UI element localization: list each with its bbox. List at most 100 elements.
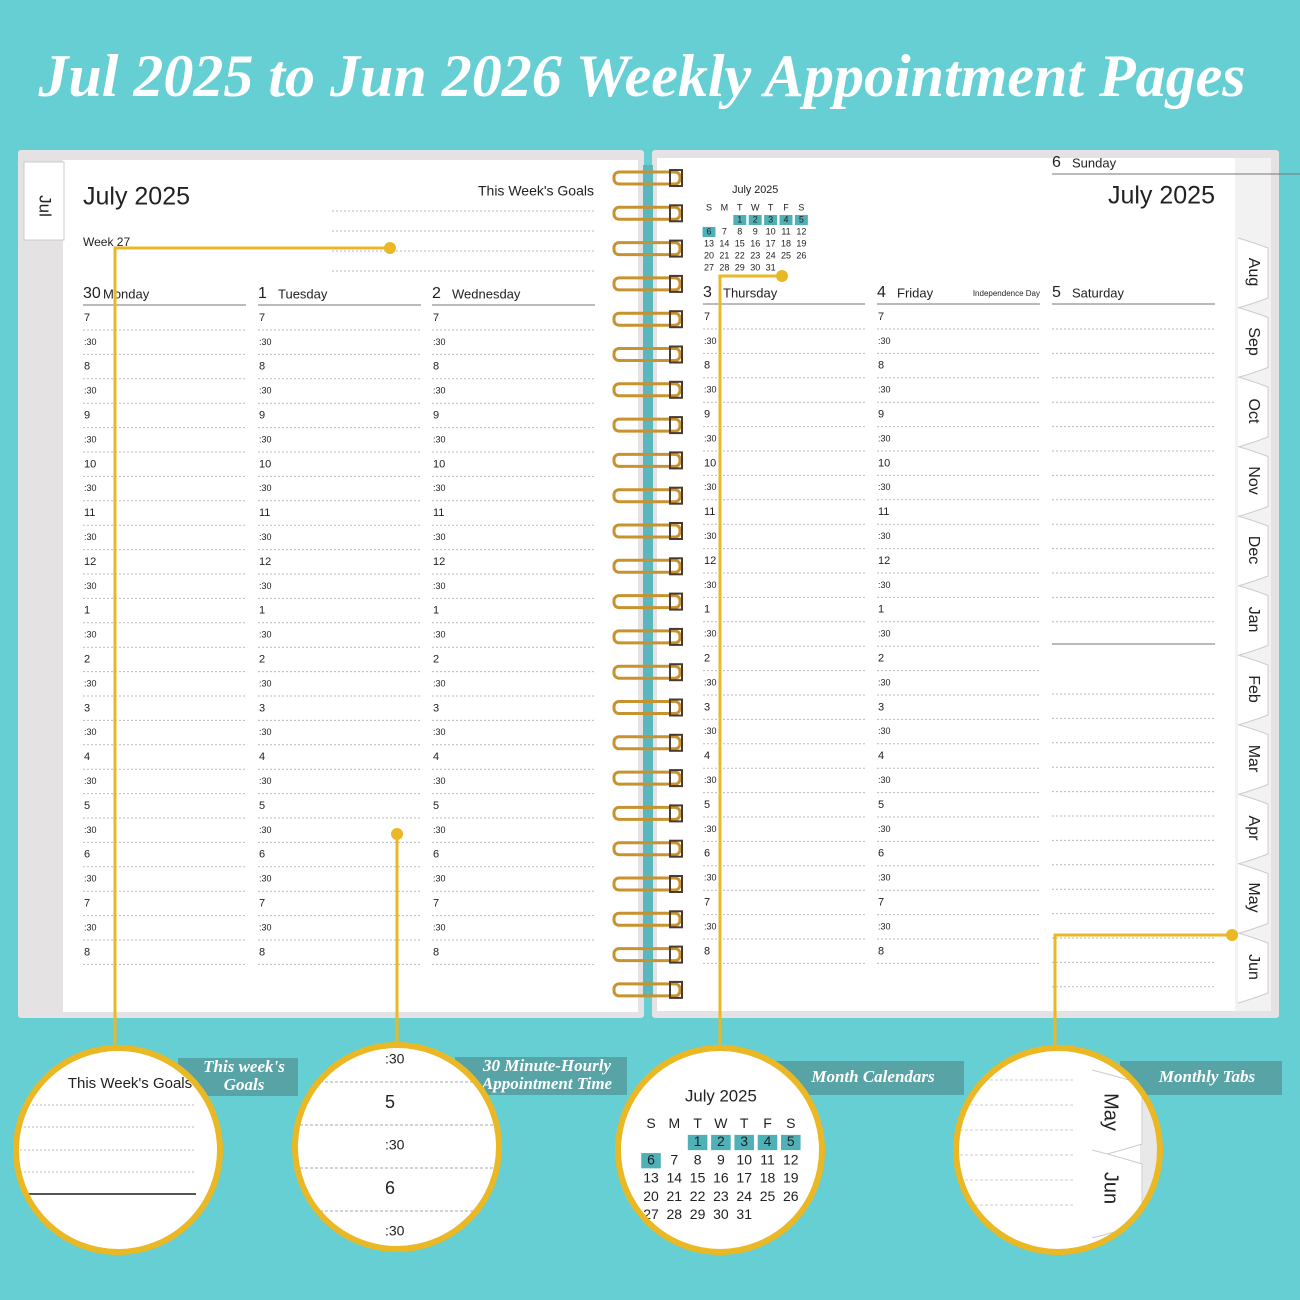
label: :30: [259, 678, 272, 688]
label: Jun: [1245, 954, 1262, 980]
label: 10: [84, 458, 96, 470]
label: 2: [433, 654, 439, 666]
spiral-ring: [612, 382, 682, 398]
leader-dot: [391, 828, 403, 840]
label: 8: [878, 945, 884, 957]
label: 20: [704, 250, 714, 260]
highlight: [641, 1153, 661, 1169]
label: :30: [259, 776, 272, 786]
spiral-ring: [612, 841, 682, 857]
label: 3: [768, 214, 773, 224]
label: :30: [385, 1051, 405, 1067]
spiral-ring: [612, 452, 682, 468]
zoom-content: This Week's Goals: [20, 1075, 196, 1195]
label: :30: [704, 336, 717, 346]
label: :30: [878, 482, 891, 492]
label: 31: [766, 262, 776, 272]
label: :30: [433, 630, 446, 640]
label: 8: [737, 226, 742, 236]
spine: [643, 165, 653, 995]
label: :30: [84, 581, 97, 591]
label: :30: [84, 532, 97, 542]
label: 12: [433, 556, 445, 568]
label: :30: [704, 531, 717, 541]
label: 4: [84, 751, 90, 763]
callout-box: [1120, 1061, 1282, 1095]
label: 30: [713, 1206, 729, 1222]
label: 8: [704, 945, 710, 957]
label: :30: [878, 580, 891, 590]
label: 8: [878, 360, 884, 372]
label: W: [714, 1115, 728, 1131]
label: 4: [783, 214, 788, 224]
label: 8: [84, 946, 90, 958]
label: 30: [83, 285, 101, 302]
label: :30: [259, 337, 272, 347]
spiral-clip: [669, 627, 683, 646]
label: 9: [433, 410, 439, 422]
label: Sep: [1245, 327, 1262, 356]
label: Oct: [1245, 399, 1262, 424]
label: 7: [433, 898, 439, 910]
label: :30: [385, 1137, 405, 1153]
label: :30: [704, 580, 717, 590]
label: :30: [433, 337, 446, 347]
spiral-clip: [669, 345, 683, 364]
label: 12: [704, 555, 716, 567]
label: T: [768, 202, 774, 212]
highlight: [734, 1134, 754, 1151]
label: T: [740, 1115, 749, 1131]
label: 8: [433, 946, 439, 958]
label: 2: [432, 285, 441, 302]
spiral-ring: [612, 417, 682, 433]
label: 29: [690, 1206, 706, 1222]
label: 5: [259, 800, 265, 812]
month-tab: [1237, 515, 1269, 587]
label: 28: [667, 1206, 683, 1222]
label: :30: [704, 921, 717, 931]
label: Aug: [1245, 258, 1262, 286]
leader-dot: [776, 270, 788, 282]
label: Monday: [103, 286, 150, 301]
label: 12: [796, 226, 806, 236]
label: :30: [878, 726, 891, 736]
label: 1: [259, 605, 265, 617]
spiral-clip: [669, 980, 683, 999]
spiral-ring: [612, 523, 682, 539]
label: Dec: [1245, 536, 1262, 564]
label: Apr: [1245, 816, 1262, 842]
label: This Week's Goals: [478, 183, 594, 199]
label: :30: [433, 776, 446, 786]
label: 1: [694, 1133, 702, 1149]
label: 28: [719, 262, 729, 272]
month-tab: [1237, 863, 1269, 934]
headline: Jul 2025 to Jun 2026 Weekly Appointment …: [37, 43, 1245, 109]
label: Saturday: [1072, 285, 1125, 300]
month-tab: [1237, 585, 1269, 656]
label: :30: [433, 386, 446, 396]
spiral-clip: [669, 274, 683, 293]
label: 11: [781, 226, 790, 236]
label: :30: [433, 483, 446, 493]
label: 6: [706, 226, 711, 236]
label: :30: [878, 677, 891, 687]
label: Feb: [1245, 675, 1262, 703]
label: :30: [84, 922, 97, 932]
label: Thursday: [723, 285, 778, 300]
label: 10: [736, 1151, 752, 1167]
label: 25: [760, 1188, 776, 1204]
spiral-clip: [669, 804, 683, 823]
label: 5: [84, 800, 90, 812]
leader-line: [1053, 933, 1232, 1048]
label: :30: [84, 386, 97, 396]
label: 1: [878, 604, 884, 616]
label: 1: [704, 604, 710, 616]
label: :30: [259, 630, 272, 640]
spiral-clip: [669, 769, 683, 788]
label: :30: [259, 386, 272, 396]
label: 1: [84, 605, 90, 617]
label: 7: [670, 1151, 678, 1167]
month-tab: [1237, 237, 1269, 309]
spiral-clip: [669, 380, 683, 399]
zoom-content: :30 5:30 6:30: [295, 1051, 499, 1239]
